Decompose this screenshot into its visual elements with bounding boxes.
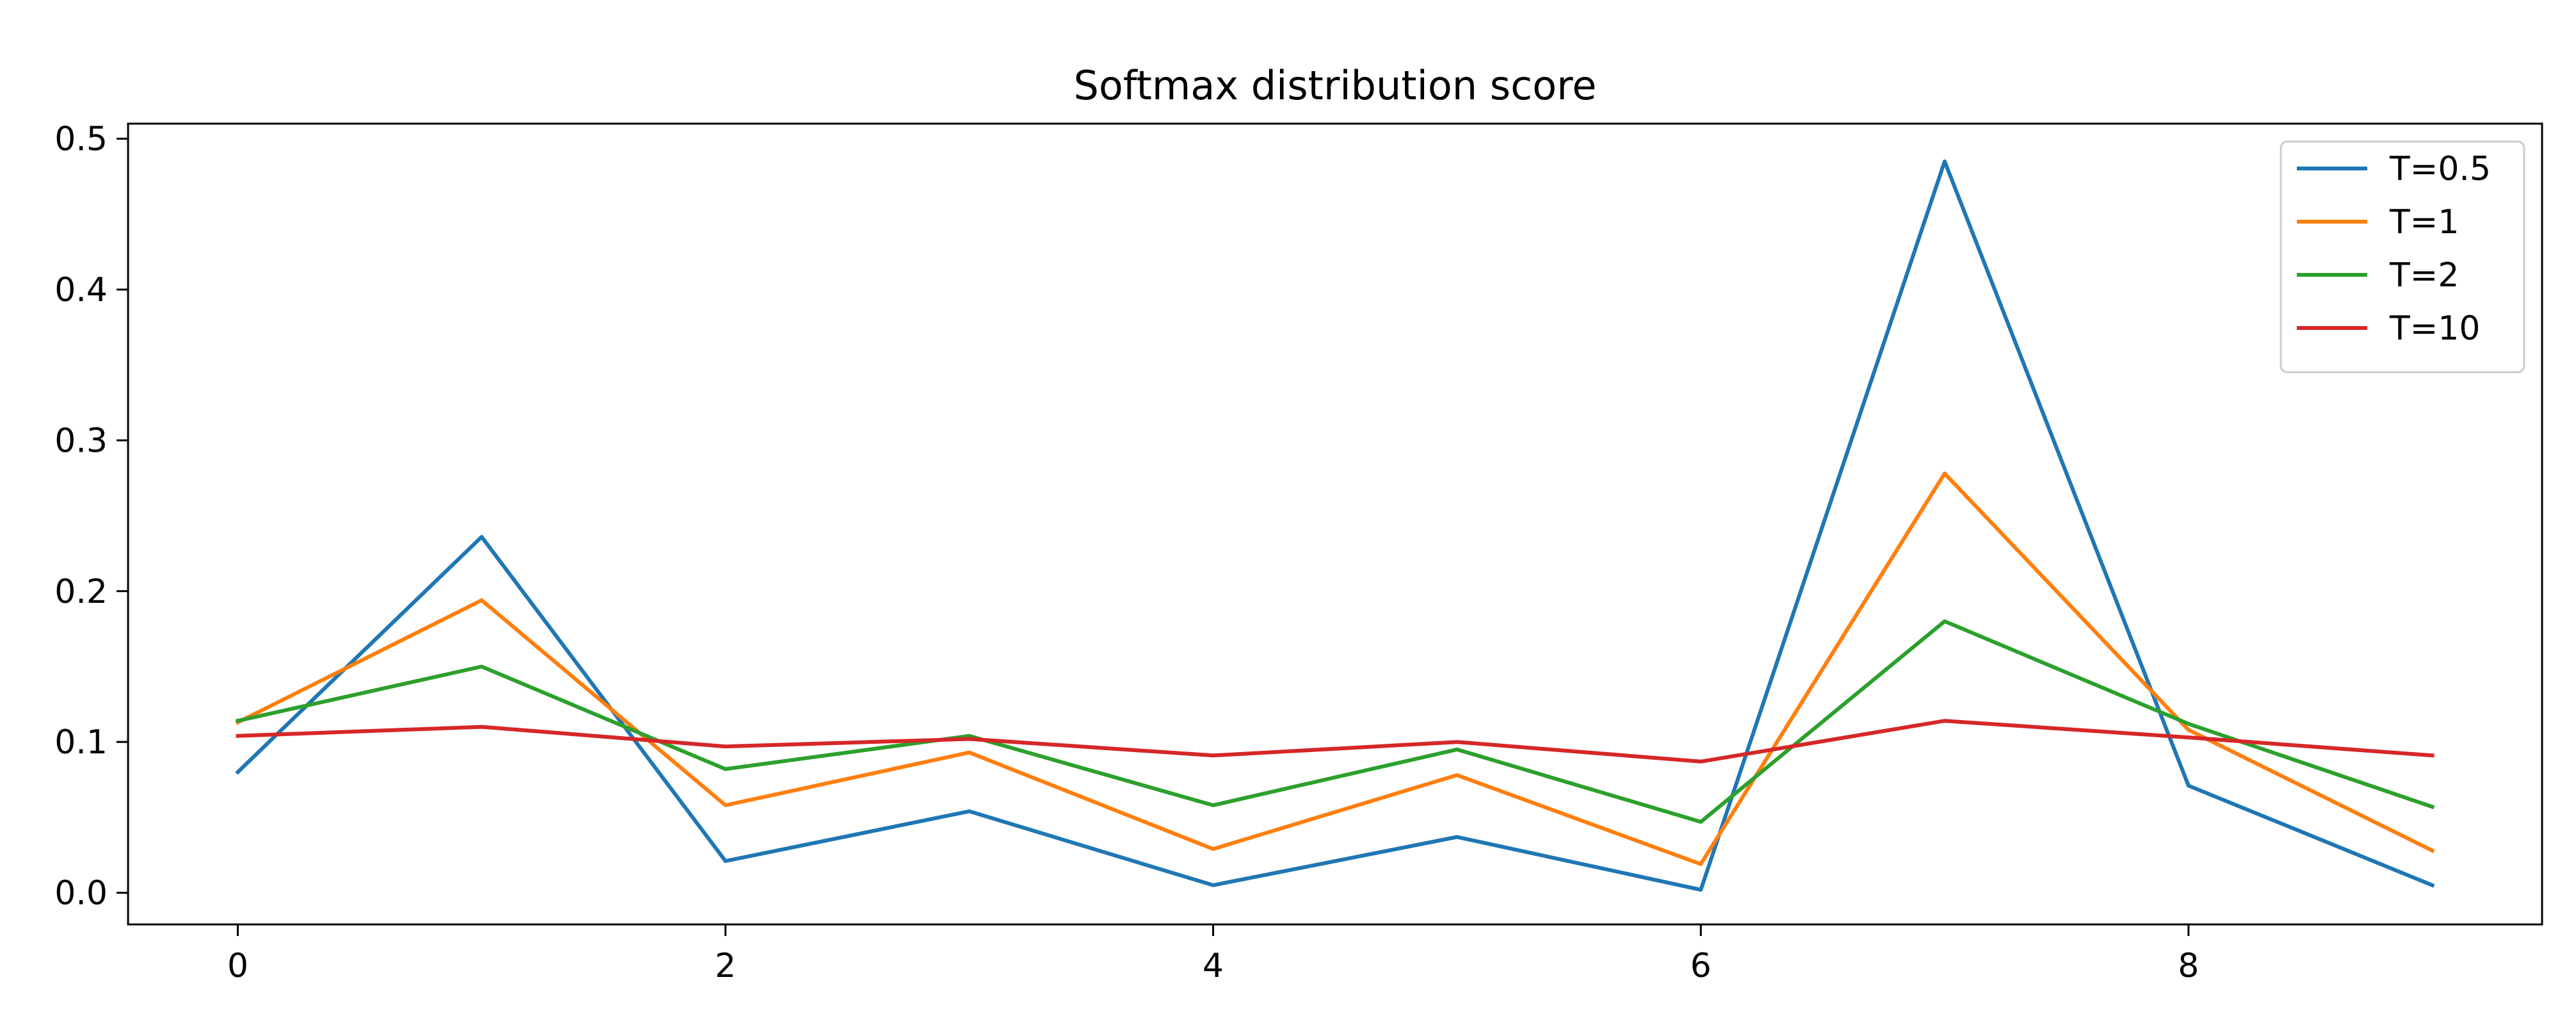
y-tick-label: 0.4 xyxy=(54,271,108,309)
y-tick-label: 0.0 xyxy=(54,874,108,913)
chart-title: Softmax distribution score xyxy=(1074,62,1597,109)
y-tick-label: 0.5 xyxy=(54,120,108,159)
y-tick-label: 0.2 xyxy=(54,573,108,611)
series-lines xyxy=(235,159,2435,892)
x-tick-label: 0 xyxy=(227,947,248,985)
y-tick-label: 0.1 xyxy=(54,723,108,762)
series-line-t-2 xyxy=(235,619,2435,824)
x-axis: 0 2 4 6 8 xyxy=(227,924,2199,985)
series-line-t-10 xyxy=(236,719,2434,764)
series-line-t-1 xyxy=(235,472,2435,866)
plot-area xyxy=(127,122,2543,926)
legend-box xyxy=(2280,140,2525,373)
legend: T=0.5 T=1 T=2 T=10 xyxy=(2280,140,2525,373)
x-tick-label: 2 xyxy=(715,947,736,985)
y-axis: 0.0 0.1 0.2 0.3 0.4 0.5 xyxy=(54,120,128,913)
x-tick-label: 8 xyxy=(2178,947,2199,985)
x-tick-label: 6 xyxy=(1690,947,1712,985)
legend-label: T=2 xyxy=(2389,256,2459,295)
series-line-t-0-5 xyxy=(235,159,2435,892)
legend-label: T=10 xyxy=(2389,309,2481,348)
legend-label: T=1 xyxy=(2389,203,2459,242)
x-tick-label: 4 xyxy=(1203,947,1224,985)
plot-frame xyxy=(127,122,2543,926)
legend-label: T=0.5 xyxy=(2389,150,2491,188)
y-tick-label: 0.3 xyxy=(54,422,108,460)
